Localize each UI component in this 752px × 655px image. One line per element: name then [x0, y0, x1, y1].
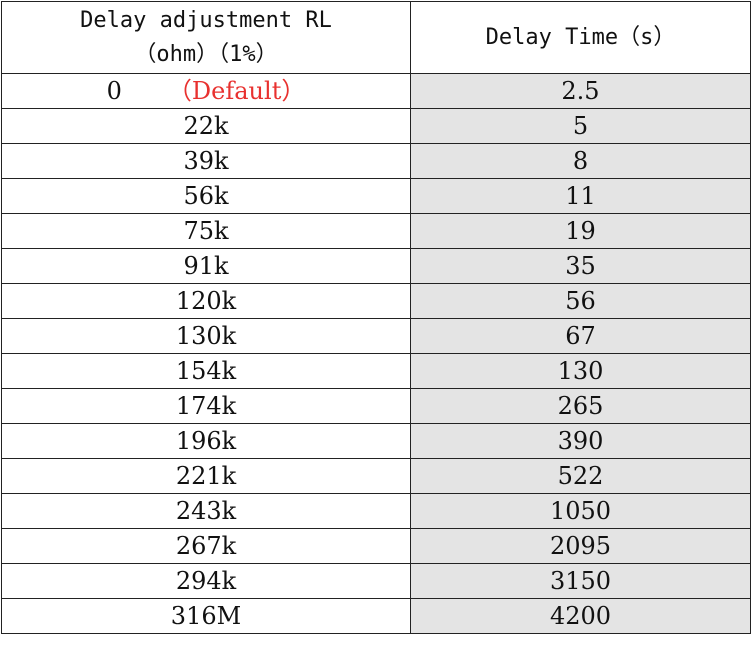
delay-time-cell: 1050: [410, 493, 751, 529]
rl-value: 221k: [175, 462, 237, 490]
header-rl-line2: （ohm）（1%）: [134, 41, 278, 67]
table-row: 267k 2095: [1, 528, 751, 564]
table-row: 196k 390: [1, 423, 751, 459]
rl-value: 56k: [183, 182, 229, 210]
rl-value-cell: 22k: [1, 108, 411, 144]
table-row: 75k 19: [1, 213, 751, 249]
rl-value-cell: 154k: [1, 353, 411, 389]
rl-value: 316M: [170, 602, 242, 630]
rl-value-cell: 75k: [1, 213, 411, 249]
default-label: （Default）: [167, 77, 306, 105]
table-row: 120k 56: [1, 283, 751, 319]
delay-time-cell: 130: [410, 353, 751, 389]
delay-time-cell: 8: [410, 143, 751, 179]
header-delay-time: Delay Time（s）: [410, 1, 751, 74]
delay-time-cell: 56: [410, 283, 751, 319]
table-row: 316M 4200: [1, 598, 751, 634]
table-row: 294k 3150: [1, 563, 751, 599]
table-body: 0 （Default） 2.5 22k 5 39k 8 56k 11 75k 19 91k 35 120k…: [1, 73, 751, 634]
header-row: Delay adjustment RL （ohm）（1%） Delay Time…: [1, 1, 751, 74]
delay-time-cell: 19: [410, 213, 751, 249]
rl-value: 243k: [175, 497, 237, 525]
rl-value: 196k: [175, 427, 237, 455]
delay-time-cell: 390: [410, 423, 751, 459]
rl-value-cell: 267k: [1, 528, 411, 564]
table-row: 221k 522: [1, 458, 751, 494]
rl-value-cell: 221k: [1, 458, 411, 494]
delay-time-cell: 265: [410, 388, 751, 424]
table-row: 56k 11: [1, 178, 751, 214]
rl-value-cell: 174k: [1, 388, 411, 424]
rl-value: 267k: [175, 532, 237, 560]
rl-value: 130k: [175, 322, 237, 350]
rl-value: 174k: [175, 392, 237, 420]
delay-time-cell: 11: [410, 178, 751, 214]
delay-time-cell: 2095: [410, 528, 751, 564]
delay-time-cell: 4200: [410, 598, 751, 634]
rl-value-cell: 243k: [1, 493, 411, 529]
table-row: 174k 265: [1, 388, 751, 424]
rl-value: 39k: [183, 147, 229, 175]
table-row: 130k 67: [1, 318, 751, 354]
rl-value: 22k: [183, 112, 229, 140]
rl-value: 91k: [183, 252, 229, 280]
table-row: 39k 8: [1, 143, 751, 179]
rl-value: 75k: [183, 217, 229, 245]
rl-value: 0: [106, 77, 122, 105]
rl-value-cell: 294k: [1, 563, 411, 599]
delay-time-cell: 35: [410, 248, 751, 284]
delay-table: Delay adjustment RL （ohm）（1%） Delay Time…: [1, 1, 751, 634]
delay-time-cell: 522: [410, 458, 751, 494]
delay-time-cell: 67: [410, 318, 751, 354]
rl-value-cell: 130k: [1, 318, 411, 354]
rl-value-cell: 91k: [1, 248, 411, 284]
delay-time-cell: 3150: [410, 563, 751, 599]
header-delay-adjustment: Delay adjustment RL （ohm）（1%）: [1, 1, 411, 74]
rl-value: 294k: [175, 567, 237, 595]
rl-value-cell: 196k: [1, 423, 411, 459]
table-row: 154k 130: [1, 353, 751, 389]
table-row: 243k 1050: [1, 493, 751, 529]
rl-value: 154k: [175, 357, 237, 385]
rl-value-cell: 39k: [1, 143, 411, 179]
rl-value-cell: 316M: [1, 598, 411, 634]
table-row: 22k 5: [1, 108, 751, 144]
rl-value-cell: 56k: [1, 178, 411, 214]
table-row: 91k 35: [1, 248, 751, 284]
table-row: 0 （Default） 2.5: [1, 73, 751, 109]
delay-time-cell: 5: [410, 108, 751, 144]
rl-value-cell: 0 （Default）: [1, 73, 411, 109]
delay-time-cell: 2.5: [410, 73, 751, 109]
header-rl-line1: Delay adjustment RL: [80, 7, 332, 33]
rl-value-cell: 120k: [1, 283, 411, 319]
rl-value: 120k: [175, 287, 237, 315]
